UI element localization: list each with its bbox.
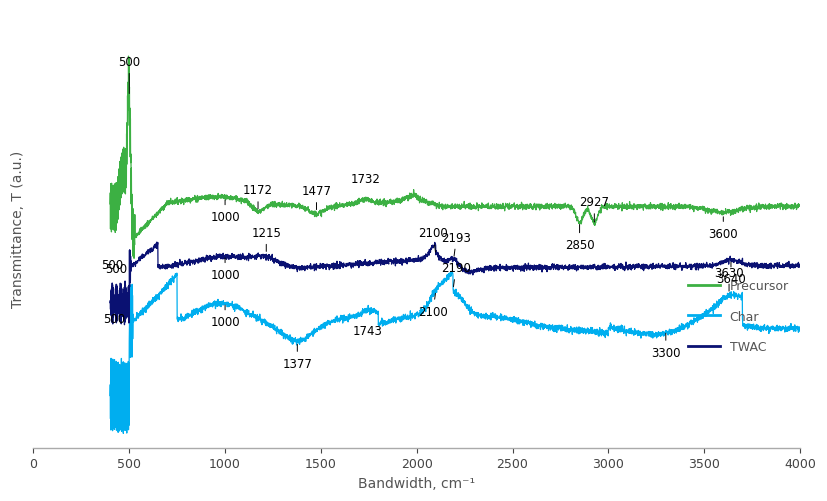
Text: 1377: 1377: [282, 345, 313, 370]
Text: 1000: 1000: [210, 200, 240, 224]
Text: 500: 500: [102, 259, 123, 272]
Text: 2927: 2927: [580, 196, 609, 222]
Text: 1000: 1000: [210, 306, 240, 329]
Text: 2100: 2100: [418, 227, 448, 253]
Text: 3300: 3300: [651, 334, 681, 359]
Text: 3630: 3630: [715, 266, 743, 292]
Text: 1215: 1215: [251, 226, 281, 252]
Text: 2190: 2190: [441, 262, 471, 287]
X-axis label: Bandwidth, cm⁻¹: Bandwidth, cm⁻¹: [358, 476, 476, 490]
Text: 2100: 2100: [418, 294, 448, 318]
Text: 2850: 2850: [565, 225, 595, 252]
Text: 500: 500: [105, 262, 127, 275]
Text: 1172: 1172: [243, 184, 273, 209]
Legend: Precursor, Char, TWAC: Precursor, Char, TWAC: [683, 275, 794, 359]
Text: 1743: 1743: [352, 325, 382, 338]
Text: 3600: 3600: [709, 217, 739, 240]
Text: 1477: 1477: [302, 185, 332, 210]
Text: 1732: 1732: [351, 172, 380, 185]
Text: 1000: 1000: [210, 259, 240, 282]
Text: 500: 500: [103, 313, 126, 325]
Text: 2193: 2193: [442, 231, 471, 257]
Text: 3640: 3640: [716, 263, 746, 286]
Text: 500: 500: [118, 56, 141, 94]
Y-axis label: Transmittance, T (a.u.): Transmittance, T (a.u.): [11, 151, 25, 308]
